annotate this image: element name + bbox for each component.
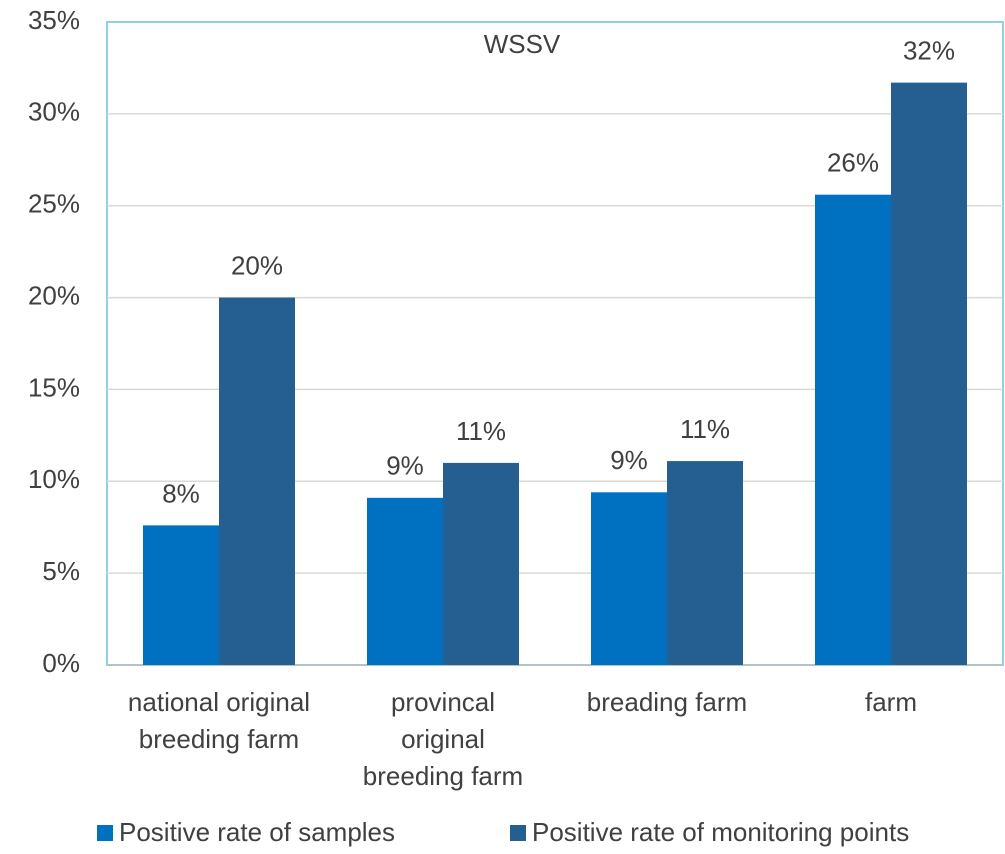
bar <box>891 82 967 665</box>
y-tick-label: 10% <box>28 464 80 494</box>
y-tick-label: 25% <box>28 189 80 219</box>
x-tick-label: provincal original breeding farm <box>363 687 523 791</box>
legend-label: Positive rate of samples <box>119 817 395 847</box>
bar <box>591 492 667 665</box>
bar <box>143 525 219 665</box>
x-tick-label: breading farm <box>587 687 747 717</box>
legend-label: Positive rate of monitoring points <box>532 817 909 847</box>
x-tick-label: national original breeding farm <box>128 687 310 754</box>
y-tick-label: 20% <box>28 280 80 310</box>
value-label: 9% <box>610 445 648 475</box>
value-label: 20% <box>231 250 283 280</box>
bar <box>443 462 519 665</box>
legend-swatch <box>97 825 113 841</box>
y-tick-label: 30% <box>28 97 80 127</box>
legend-swatch <box>510 825 526 841</box>
y-tick-label: 15% <box>28 372 80 402</box>
value-label: 11% <box>680 414 730 444</box>
x-tick-label: farm <box>865 687 917 717</box>
y-tick-label: 5% <box>42 556 80 586</box>
value-label: 9% <box>386 451 424 481</box>
value-label: 8% <box>162 478 200 508</box>
y-tick-label: 35% <box>28 5 80 35</box>
y-tick-label: 0% <box>42 648 80 678</box>
bar <box>219 297 295 665</box>
value-label: 32% <box>903 36 955 66</box>
value-label: 11% <box>456 416 506 446</box>
bar <box>367 497 443 665</box>
chart-title: WSSV <box>484 29 561 59</box>
value-label: 26% <box>827 148 879 178</box>
bar <box>815 194 891 666</box>
bar <box>667 461 743 665</box>
